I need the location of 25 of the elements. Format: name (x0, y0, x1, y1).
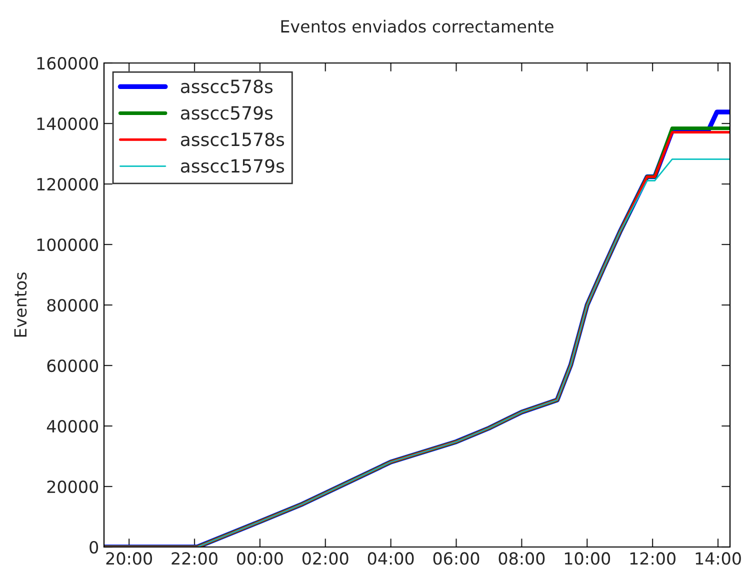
x-tick-label: 04:00 (368, 552, 414, 565)
y-tick-label: 20000 (47, 480, 98, 494)
x-tick-label: 14:00 (696, 552, 741, 565)
y-tick-label: 140000 (37, 117, 98, 130)
y-tick-label: 80000 (47, 298, 98, 312)
x-tick-label: 20:00 (106, 552, 152, 565)
x-tick-label: 02:00 (302, 552, 348, 565)
x-tick-label: 22:00 (172, 552, 218, 565)
x-tick-label: 12:00 (630, 552, 676, 565)
y-tick-label: 160000 (37, 56, 98, 70)
x-tick-label: 00:00 (237, 552, 283, 565)
chart-title: Eventos enviados correctamente (281, 20, 554, 33)
y-tick-label: 120000 (37, 178, 98, 191)
y-tick-label: 40000 (46, 420, 98, 433)
legend-label: asscc1578s (180, 132, 284, 146)
x-tick-label: 06:00 (433, 552, 480, 565)
y-tick-label: 100000 (37, 238, 98, 252)
legend-label: asscc578s (180, 80, 273, 94)
legend-label: asscc579s (180, 106, 273, 120)
x-tick-label: 08:00 (498, 552, 545, 565)
legend-label: asscc1579s (180, 159, 284, 173)
y-tick-label: 0 (90, 540, 98, 554)
y-tick-label: 60000 (47, 359, 98, 372)
y-axis-title: Eventos (14, 272, 27, 337)
x-tick-label: 10:00 (564, 552, 610, 565)
